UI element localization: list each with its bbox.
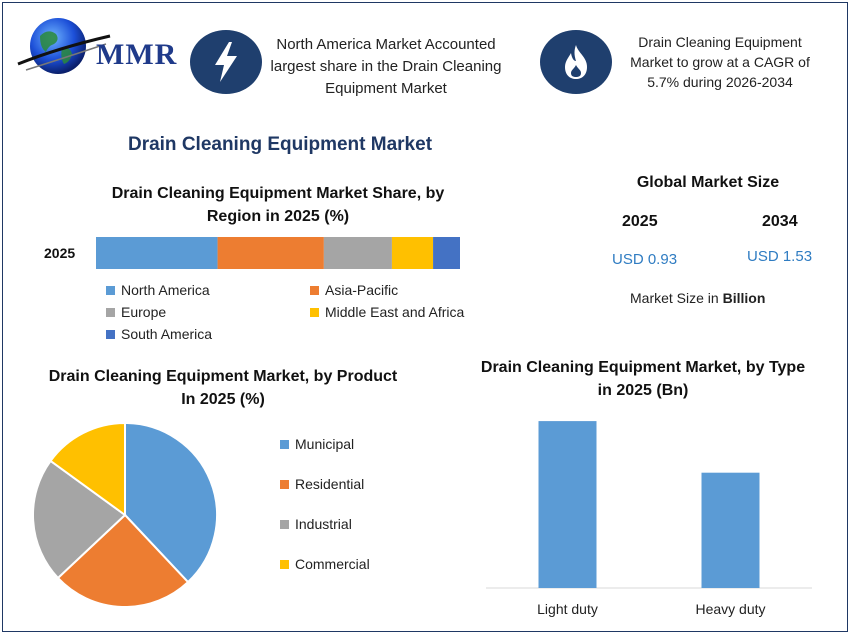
legend-label: Asia-Pacific — [325, 282, 399, 298]
legend-label: North America — [121, 282, 210, 298]
region-category-label: 2025 — [44, 245, 76, 261]
region-bar-segment-south-america — [433, 237, 460, 269]
legend-swatch — [106, 285, 115, 295]
legend-label: Europe — [121, 304, 167, 320]
legend-label: Commercial — [295, 556, 370, 572]
region-legend-item-asia-pacific: Asia-Pacific — [310, 282, 398, 298]
logo: MMR — [14, 14, 178, 78]
product-legend-item-commercial: Commercial — [280, 556, 370, 572]
region-stacked-bar — [96, 237, 460, 269]
product-chart-title: Drain Cleaning Equipment Market, by Prod… — [48, 368, 398, 408]
legend-swatch — [106, 329, 115, 339]
logo-text: MMR — [96, 38, 178, 71]
legend-swatch — [280, 479, 289, 489]
product-legend-item-industrial: Industrial — [280, 516, 352, 532]
type-chart-title: Drain Cleaning Equipment Market, by Type… — [480, 359, 806, 399]
legend-label: South America — [121, 326, 213, 342]
legend-swatch — [310, 285, 319, 295]
market-size-note-unit: Billion — [722, 290, 766, 306]
product-legend-item-municipal: Municipal — [280, 436, 354, 452]
product-pie-chart — [32, 421, 218, 609]
region-chart-title: Drain Cleaning Equipment Market Share, b… — [111, 185, 445, 225]
market-size-year2: 2034 — [762, 213, 798, 230]
region-bar-segment-asia-pacific — [217, 237, 324, 269]
legend-swatch — [280, 519, 289, 529]
pie-slice-residential — [56, 513, 190, 609]
stat1-text: North America Market Accounted largest s… — [270, 36, 502, 97]
region-bar-segment-north-america — [96, 237, 218, 269]
legend-swatch — [280, 439, 289, 449]
type-bar-label-heavy-duty: Heavy duty — [695, 601, 765, 617]
lightning-icon — [215, 42, 237, 82]
stat2-text: Drain Cleaning Equipment Market to grow … — [630, 34, 810, 90]
type-bar-heavy-duty — [701, 472, 760, 588]
region-legend-item-middle-east-and-africa: Middle East and Africa — [310, 304, 464, 320]
type-bar-light-duty — [538, 421, 597, 588]
legend-label: Industrial — [295, 516, 352, 532]
stat2-icon-circle — [540, 30, 612, 94]
region-legend-item-south-america: South America — [106, 326, 212, 342]
region-legend-item-europe: Europe — [106, 304, 166, 320]
legend-label: Residential — [295, 476, 365, 492]
region-bar-segment-middle-east-and-africa — [391, 237, 434, 269]
legend-label: Municipal — [295, 436, 355, 452]
stat1-icon-circle — [190, 30, 262, 94]
market-size-title: Global Market Size — [636, 174, 780, 191]
market-size-note-prefix: Market Size in — [630, 290, 723, 306]
market-size-year1: 2025 — [622, 213, 658, 230]
flame-icon — [565, 45, 587, 79]
pie-slice-industrial — [32, 459, 127, 580]
market-size-value2: USD 1.53 — [747, 248, 813, 265]
market-size-note: Market Size in Billion — [630, 290, 765, 306]
legend-swatch — [106, 307, 115, 317]
pie-slice-commercial — [49, 421, 126, 517]
region-bar-segment-europe — [323, 237, 392, 269]
globe-icon — [17, 18, 111, 74]
main-title: Drain Cleaning Equipment Market — [127, 134, 433, 155]
region-legend: North America Asia-Pacific Europe Middle Ea… — [106, 282, 496, 348]
market-size-value1: USD 0.93 — [612, 251, 678, 268]
legend-swatch — [280, 559, 289, 569]
legend-label: Middle East and Africa — [325, 304, 465, 320]
type-bar-label-light-duty: Light duty — [537, 601, 598, 617]
product-legend: Municipal Residential Industrial Commercial — [280, 436, 420, 586]
product-legend-item-residential: Residential — [280, 476, 364, 492]
type-bar-chart: Light duty Heavy duty — [486, 421, 812, 617]
legend-swatch — [310, 307, 319, 317]
region-legend-item-north-america: North America — [106, 282, 210, 298]
pie-slice-municipal — [124, 421, 218, 584]
